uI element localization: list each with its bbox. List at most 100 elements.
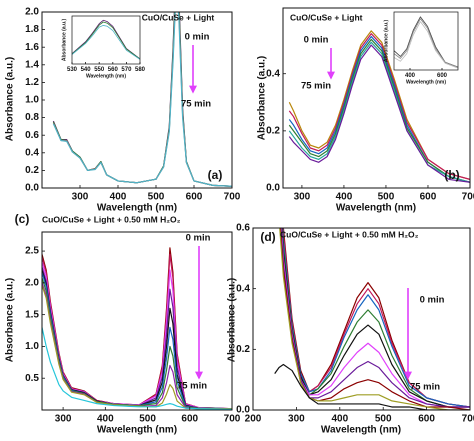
y-tick-label: 2.0 (25, 277, 39, 288)
plot-area (72, 19, 140, 60)
x-tick-label: 600 (420, 192, 437, 203)
x-tick-label: 400 (336, 192, 353, 203)
panel-label: (c) (15, 212, 30, 226)
x-tick-label: 300 (294, 192, 311, 203)
x-tick-label: 700 (462, 192, 474, 203)
time-end-label: 75 min (181, 99, 211, 110)
x-tick-label: 580 (135, 67, 146, 73)
y-tick-label: 0.0 (236, 405, 250, 416)
panel-title: CuO/CuSe + Light + 0.50 mM H₂O₂ (280, 229, 419, 239)
y-tick-label: 0.2 (236, 344, 250, 355)
y-tick-label: 1.0 (25, 341, 39, 352)
plot-frame (71, 15, 141, 65)
y-tick-label: 1.6 (25, 42, 39, 53)
panel-title: CuO/CuSe + Light + 0.50 mM H₂O₂ (42, 214, 181, 224)
spectrum-line (279, 228, 470, 410)
plot-area (274, 228, 470, 410)
y-tick-label: 0.8 (25, 112, 39, 123)
panel-label: (b) (444, 168, 459, 182)
spectrum-line (72, 25, 140, 60)
x-tick-label: 600 (437, 73, 448, 79)
x-tick-label: 600 (418, 414, 435, 425)
x-tick-label: 600 (186, 192, 203, 203)
x-tick-label: 530 (67, 67, 78, 73)
plot-area (52, 12, 232, 187)
plot-area (42, 247, 232, 410)
spectrum-line (281, 228, 470, 408)
spectrum-line (72, 19, 140, 60)
time-end-label: 75 min (177, 381, 207, 392)
y-tick-label: 2.0 (25, 7, 39, 18)
spectrum-line (288, 38, 470, 183)
y-tick-label: 0.4 (266, 68, 280, 79)
y-tick-label: 1.8 (25, 24, 39, 35)
plot-frame (282, 7, 471, 189)
x-tick-label: 500 (148, 192, 165, 203)
inset-background (72, 16, 140, 64)
spectrum-line (52, 12, 232, 187)
plot-area (394, 16, 458, 69)
panel-title: CuO/CuSe + Light (290, 12, 363, 22)
x-tick-label: 400 (97, 414, 114, 425)
y-axis-label: Absorbance (a.u.) (257, 56, 268, 140)
x-tick-label: 500 (378, 192, 395, 203)
x-tick-label: 500 (139, 414, 156, 425)
y-tick-label: 0.5 (25, 373, 39, 384)
y-tick-label: 0.0 (266, 183, 280, 194)
x-tick-label: 500 (375, 414, 392, 425)
y-axis-label: Absorbance (a.u.) (61, 19, 67, 62)
x-tick-label: 400 (331, 414, 348, 425)
x-axis-label: Wavelength (nm) (406, 79, 446, 85)
y-tick-label: 0.2 (25, 165, 39, 176)
x-tick-label: 300 (55, 414, 72, 425)
spectrum-line (288, 33, 470, 181)
time-start-label: 0 min (185, 32, 210, 43)
x-tick-label: 560 (108, 67, 119, 73)
x-tick-label: 200 (245, 414, 262, 425)
spectrum-line (280, 228, 470, 408)
chart-panel: 300 400 500 600 700 0.0 0.2 0.4 Wavelength (nm) A… (257, 7, 474, 214)
time-end-label: 75 min (301, 81, 331, 92)
y-tick-label: 0.4 (236, 283, 250, 294)
chart-panel: 300 400 500 600 700 0.5 1.0 1.5 2.0 2.5 Wavelength… (5, 212, 241, 435)
time-start-label: 0 min (186, 233, 211, 244)
spectrum-line (274, 363, 470, 410)
x-axis-label: Wavelength (nm) (321, 425, 401, 436)
x-axis-label: Wavelength (nm) (97, 425, 177, 436)
y-axis-label: Absorbance (a.u.) (5, 57, 16, 141)
chart-panel: 300 400 500 600 700 0.0 0.2 0.4 0.6 0.8 1.0 1.2 1.4 1… (5, 7, 241, 214)
spectrum-line (288, 35, 470, 183)
inset-chart: 530 540 550 560 570 580 Wavelength (nm) Absorba… (61, 15, 146, 79)
y-axis-label: Absorbance (a.u.) (5, 278, 16, 362)
spectrum-line (281, 228, 470, 408)
panel-label: (d) (260, 230, 275, 244)
y-tick-label: 0.4 (25, 147, 39, 158)
x-tick-label: 400 (405, 73, 416, 79)
y-tick-label: 1.0 (25, 95, 39, 106)
spectrum-line (282, 228, 470, 408)
plot-frame (41, 231, 233, 411)
y-tick-label: 0.2 (266, 125, 280, 136)
time-end-label: 75 min (410, 382, 440, 393)
x-tick-label: 540 (81, 67, 92, 73)
x-tick-label: 700 (224, 192, 241, 203)
x-axis-label: Wavelength (nm) (97, 203, 177, 214)
y-tick-label: 0.6 (236, 223, 250, 234)
time-start-label: 0 min (420, 295, 445, 306)
spectrum-line (42, 285, 232, 410)
x-tick-label: 600 (181, 414, 198, 425)
y-axis-label: Absorbance (a.u.) (383, 20, 389, 63)
plot-area (288, 30, 470, 183)
plot-frame (252, 227, 471, 411)
spectrum-line (394, 21, 458, 69)
spectrum-line (394, 18, 458, 68)
y-axis-label: Absorbance (a.u.) (227, 278, 238, 362)
time-start-label: 0 min (304, 35, 329, 46)
spectrum-line (72, 21, 140, 60)
x-axis-label: Wavelength (nm) (86, 73, 126, 79)
inset-background (394, 12, 458, 70)
spectrum-line (282, 228, 470, 408)
spectrum-line (288, 44, 470, 183)
